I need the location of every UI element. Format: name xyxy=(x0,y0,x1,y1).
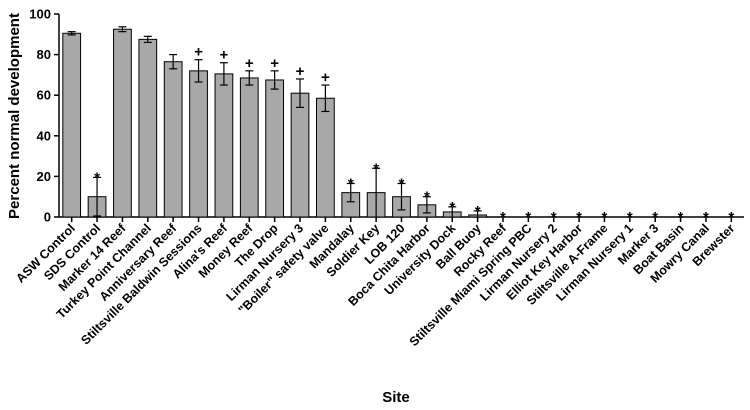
error-bar xyxy=(245,70,254,86)
error-bar xyxy=(397,182,406,211)
significance-mark: * xyxy=(399,176,405,193)
bar xyxy=(113,28,132,218)
bar xyxy=(62,32,82,218)
significance-mark: * xyxy=(703,209,709,226)
y-tick-label: 20 xyxy=(37,169,51,184)
error-bar xyxy=(296,78,305,108)
error-bar xyxy=(169,53,178,70)
error-bar xyxy=(67,31,76,36)
x-axis-title: Site xyxy=(382,389,410,406)
significance-mark: * xyxy=(94,169,100,186)
bar xyxy=(265,79,285,218)
significance-mark: * xyxy=(551,209,557,226)
significance-mark: + xyxy=(245,55,254,72)
error-bar xyxy=(194,59,203,83)
error-bar xyxy=(473,210,482,217)
bar xyxy=(138,38,158,218)
error-bar xyxy=(448,206,457,217)
significance-mark: * xyxy=(475,203,481,220)
y-tick-label: 0 xyxy=(44,210,51,225)
significance-mark: * xyxy=(348,176,354,193)
significance-mark: * xyxy=(602,209,608,226)
bar xyxy=(214,73,234,218)
error-bar xyxy=(346,182,355,203)
error-bar xyxy=(219,62,228,86)
bar xyxy=(239,77,259,218)
significance-mark: + xyxy=(194,44,203,61)
bars xyxy=(62,28,487,218)
significance-mark: * xyxy=(424,189,430,206)
error-bar xyxy=(422,196,431,214)
significance-marks: * + + + + + + * * * * * * * * * * * * * * * * xyxy=(94,44,734,226)
significance-mark: + xyxy=(220,47,229,64)
y-tick-label: 80 xyxy=(37,47,51,62)
error-bar xyxy=(143,35,152,44)
bar xyxy=(316,97,335,218)
significance-mark: * xyxy=(728,209,734,226)
significance-mark: * xyxy=(627,209,633,226)
y-tick-label: 40 xyxy=(37,128,51,143)
error-bar xyxy=(321,84,330,113)
significance-mark: * xyxy=(449,199,455,216)
significance-mark: * xyxy=(525,209,531,226)
significance-mark: + xyxy=(270,55,279,72)
significance-mark: + xyxy=(296,63,305,80)
significance-mark: * xyxy=(373,160,379,177)
error-bar xyxy=(270,70,279,90)
significance-mark: * xyxy=(652,209,658,226)
error-bar xyxy=(372,167,381,217)
significance-mark: * xyxy=(678,209,684,226)
y-axis-title: Percent normal development xyxy=(6,13,23,219)
y-tick-label: 60 xyxy=(37,88,51,103)
error-bars xyxy=(67,26,482,217)
error-bar xyxy=(93,176,102,217)
significance-mark: * xyxy=(500,209,506,226)
bar xyxy=(290,92,310,218)
error-bar xyxy=(118,26,127,33)
bar xyxy=(189,70,208,218)
x-axis xyxy=(59,216,744,222)
y-tick-label: 100 xyxy=(29,7,51,22)
y-axis: 0 20 40 60 80 100 xyxy=(29,7,60,225)
significance-mark: + xyxy=(321,69,330,86)
bar xyxy=(163,61,183,218)
significance-mark: * xyxy=(576,209,582,226)
